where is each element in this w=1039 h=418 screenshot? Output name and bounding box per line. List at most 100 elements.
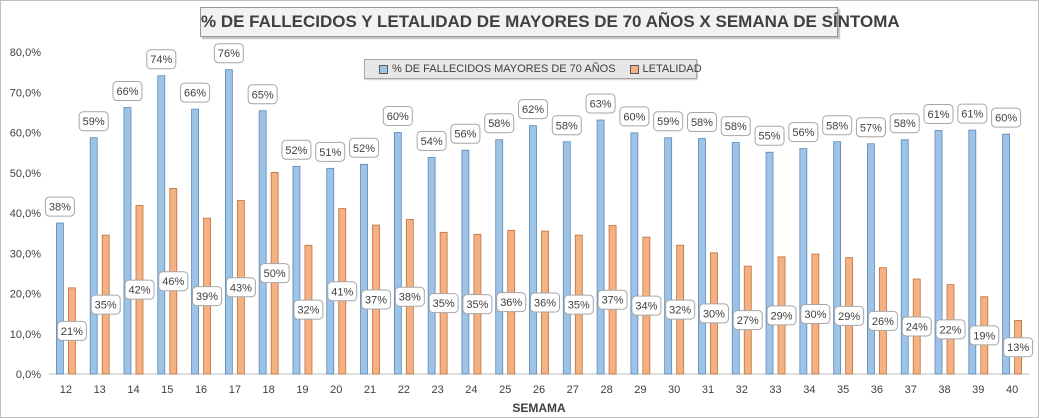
data-label-box-letalidad [158, 271, 189, 292]
data-label-letalidad: 36% [500, 297, 522, 309]
bar-fallecidos [664, 137, 673, 375]
data-label-box-fallecidos [619, 106, 650, 127]
data-label-fallecidos: 58% [488, 118, 510, 130]
legend-swatch-fallecidos [379, 64, 388, 74]
data-label-letalidad: 32% [297, 305, 319, 317]
data-label-fallecidos: 52% [285, 145, 307, 157]
x-tick-label: 28 [600, 384, 612, 396]
data-label-letalidad: 42% [128, 285, 150, 297]
x-tick-label: 22 [398, 384, 410, 396]
bar-fallecidos [630, 132, 639, 375]
x-tick-label: 13 [94, 384, 106, 396]
data-label-fallecidos: 57% [860, 122, 882, 134]
data-label-letalidad: 38% [399, 292, 421, 304]
bar-fallecidos [360, 163, 368, 375]
data-label-fallecidos: 66% [116, 86, 138, 98]
data-label-fallecidos: 76% [218, 48, 240, 60]
data-label-fallecidos: 61% [961, 109, 983, 121]
bar-fallecidos [495, 139, 504, 375]
x-tick-label: 19 [296, 384, 308, 396]
data-label-letalidad: 35% [95, 300, 117, 312]
data-label-box-fallecidos [315, 141, 346, 162]
data-label-letalidad: 19% [973, 330, 995, 342]
data-label-fallecidos: 51% [319, 147, 341, 159]
bar-fallecidos [326, 167, 335, 375]
y-tick-label: 70,0% [10, 87, 41, 99]
x-tick-label: 37 [905, 384, 917, 396]
data-label-box-fallecidos [382, 106, 413, 126]
data-label-letalidad: 22% [940, 324, 962, 336]
data-label-letalidad: 43% [230, 282, 252, 294]
x-tick-label: 29 [634, 384, 646, 396]
data-label-fallecidos: 65% [252, 89, 274, 101]
legend-label-fallecidos: % DE FALLECIDOS MAYORES DE 70 AÑOS [392, 63, 616, 75]
bar-fallecidos [867, 143, 875, 375]
data-label-letalidad: 35% [466, 299, 488, 311]
data-label-box-letalidad [800, 304, 831, 325]
data-label-fallecidos: 60% [387, 111, 409, 123]
bar-fallecidos [934, 130, 943, 375]
x-tick-label: 31 [702, 384, 714, 396]
data-label-letalidad: 46% [162, 276, 184, 288]
data-label-box-fallecidos [754, 125, 785, 146]
data-label-box-fallecidos [957, 103, 988, 124]
data-label-box-fallecidos [484, 113, 515, 134]
bar-fallecidos [292, 165, 301, 375]
data-label-box-fallecidos [349, 137, 380, 158]
x-tick-label: 27 [567, 384, 579, 396]
data-label-box-letalidad [496, 292, 527, 313]
data-label-box-letalidad [192, 286, 223, 307]
x-tick-label: 17 [229, 384, 241, 396]
bar-fallecidos [562, 141, 571, 375]
bar-fallecidos [799, 148, 808, 375]
data-label-box-letalidad [462, 294, 493, 315]
data-label-box-fallecidos [78, 111, 109, 132]
data-label-fallecidos: 59% [657, 116, 679, 128]
data-label-box-letalidad [259, 263, 290, 284]
legend-swatch-letalidad [629, 64, 639, 74]
y-tick-label: 40,0% [10, 208, 41, 220]
data-label-box-fallecidos [686, 112, 717, 133]
data-label-box-letalidad [327, 281, 358, 302]
bar-fallecidos [157, 75, 166, 375]
y-tick-label: 20,0% [10, 289, 41, 301]
data-label-letalidad: 26% [872, 316, 894, 328]
data-label-box-fallecidos [44, 196, 75, 217]
data-label-letalidad: 34% [635, 301, 657, 313]
data-label-box-letalidad [834, 305, 865, 326]
data-label-box-letalidad [867, 310, 898, 331]
data-label-fallecidos: 58% [894, 118, 916, 130]
x-tick-label: 26 [533, 384, 545, 396]
data-label-box-fallecidos [822, 115, 853, 136]
bar-fallecidos [731, 142, 740, 375]
data-label-box-fallecidos [551, 115, 582, 136]
data-label-box-letalidad [732, 310, 763, 331]
x-tick-label: 14 [127, 384, 139, 396]
data-label-fallecidos: 58% [725, 121, 747, 133]
data-label-box-letalidad [293, 299, 324, 320]
data-label-box-fallecidos [720, 116, 751, 137]
data-label-letalidad: 30% [804, 309, 826, 321]
data-label-letalidad: 24% [906, 322, 928, 334]
data-label-box-letalidad [428, 293, 459, 314]
bar-fallecidos [191, 108, 199, 375]
x-tick-label: 16 [195, 384, 207, 396]
legend-item-letalidad: LETALIDAD [629, 63, 702, 75]
bar-fallecidos [393, 132, 402, 375]
data-label-fallecidos: 58% [691, 117, 713, 129]
bar-fallecidos [596, 119, 605, 375]
data-label-fallecidos: 62% [522, 104, 544, 116]
bar-fallecidos [1002, 133, 1011, 375]
data-label-box-letalidad [698, 303, 729, 324]
x-tick-label: 40 [1006, 384, 1018, 396]
x-tick-label: 15 [161, 384, 173, 396]
data-label-box-fallecidos [281, 139, 312, 160]
data-label-fallecidos: 63% [590, 99, 612, 111]
data-label-fallecidos: 60% [623, 111, 645, 123]
chart-title: % DE FALLECIDOS Y LETALIDAD DE MAYORES D… [200, 7, 900, 37]
data-label-letalidad: 27% [737, 315, 759, 327]
y-tick-label: 50,0% [10, 168, 41, 180]
y-tick-label: 60,0% [10, 128, 41, 140]
x-tick-label: 39 [972, 384, 984, 396]
data-label-box-fallecidos [112, 81, 143, 102]
